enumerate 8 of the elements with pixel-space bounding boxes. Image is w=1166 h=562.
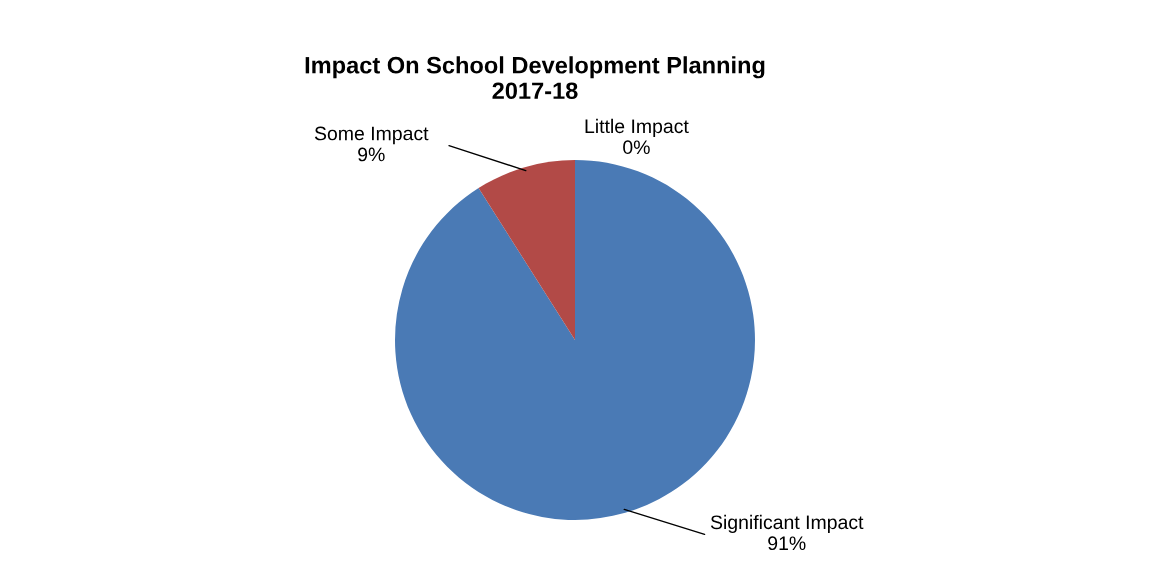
slice-label: Significant Impact: [710, 514, 864, 533]
category-label: Little Impact: [585, 118, 689, 137]
slice-label: Some Impact: [314, 126, 429, 145]
pie-slice: [478, 160, 575, 340]
text: 0%: [623, 140, 650, 155]
data-label: 91%: [768, 536, 806, 551]
data-label: 9%: [358, 147, 385, 162]
chart-title: Impact On School Development Planning 2017-18: [305, 56, 765, 100]
